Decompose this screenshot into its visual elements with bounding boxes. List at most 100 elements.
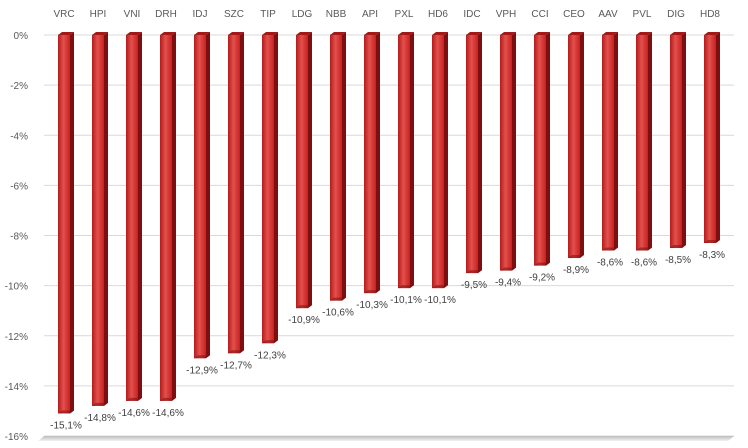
bar-side-face [240,32,244,354]
bar-side-face [580,32,584,259]
bar-top-face [296,32,312,35]
bar-top-face [126,32,142,35]
bar [602,32,618,251]
y-tick-label: -8% [10,232,28,243]
bar-front-face [500,35,512,271]
bar-front-face [262,35,274,344]
bar [194,32,210,359]
category-label: AAV [598,9,618,20]
chart-floor [38,436,734,441]
bar-bottom-cap [262,340,278,344]
data-label: -14,6% [118,408,150,419]
y-tick-label: -12% [5,332,28,343]
data-label: -10,1% [390,295,422,306]
category-label: VPH [496,9,517,20]
floor-plane [38,436,734,441]
bar-front-face [160,35,172,401]
bar-side-face [648,32,652,251]
bar-bottom-cap [364,290,380,294]
bar-side-face [444,32,448,289]
category-label: PXL [395,9,414,20]
bar-front-face [704,35,716,244]
bar [704,32,720,244]
bar-front-face [364,35,376,294]
bar-front-face [466,35,478,274]
bar [466,32,482,274]
bar-top-face [602,32,618,35]
bar-front-face [296,35,308,309]
bar-front-face [636,35,648,251]
bar [364,32,380,294]
bar-top-face [704,32,720,35]
bar [228,32,244,354]
bar-front-face [228,35,240,354]
bar-top-face [194,32,210,35]
category-label: API [362,9,378,20]
bar-bottom-cap [58,410,74,414]
bar-bottom-cap [704,240,720,244]
bar [262,32,278,344]
bar-top-face [262,32,278,35]
bar-top-face [160,32,176,35]
bar-top-face [534,32,550,35]
category-label: LDG [292,9,313,20]
data-label: -8,3% [699,250,725,261]
bar-front-face [194,35,206,359]
category-label: TIP [260,9,276,20]
category-label: VRC [53,9,74,20]
gridlines [44,34,734,437]
category-axis: VRC HPI VNI DRH IDJ SZC TIP LDG NBB API PXL HD6 IDC V… [53,9,720,20]
bar-side-face [104,32,108,406]
bar [398,32,414,289]
bar [568,32,584,259]
bar-side-face [512,32,516,271]
bar-side-face [342,32,346,301]
category-label: HD8 [700,9,720,20]
data-label: -10,3% [356,300,388,311]
y-tick-label: -14% [5,382,28,393]
bar-front-face [330,35,342,301]
category-label: CEO [563,9,585,20]
bar-bottom-cap [534,262,550,266]
category-label: DRH [155,9,177,20]
bar-bottom-cap [636,247,652,251]
data-label: -12,3% [254,350,286,361]
category-label: IDJ [193,9,208,20]
bar-side-face [410,32,414,289]
bar-top-face [670,32,686,35]
data-label: -9,5% [461,280,487,291]
bar-bottom-cap [466,270,482,274]
bar-front-face [398,35,410,289]
data-label: -15,1% [50,420,82,431]
bar-top-face [92,32,108,35]
y-tick-label: -2% [10,81,28,92]
category-label: SZC [224,9,244,20]
bar-side-face [682,32,686,249]
bar-side-face [206,32,210,359]
bar-front-face [58,35,70,414]
y-axis-ticks: 0% -2% -4% -6% -8% -10% -12% -14% -16% [5,31,28,443]
bar-bottom-cap [398,285,414,289]
bar-bottom-cap [92,402,108,406]
data-label: -10,6% [322,308,354,319]
y-tick-label: -6% [10,181,28,192]
bar [160,32,176,401]
bar-top-face [330,32,346,35]
bar [432,32,448,289]
bar-bottom-cap [432,285,448,289]
bar-front-face [602,35,614,251]
category-label: IDC [463,9,480,20]
bar-top-face [228,32,244,35]
bar-top-face [500,32,516,35]
bar [670,32,686,249]
bar-side-face [172,32,176,401]
data-label: -8,6% [631,258,657,269]
bars [58,32,720,414]
bar-bottom-cap [126,397,142,401]
data-label: -10,9% [288,315,320,326]
bar [330,32,346,301]
bar-side-face [70,32,74,414]
bar-front-face [534,35,546,266]
